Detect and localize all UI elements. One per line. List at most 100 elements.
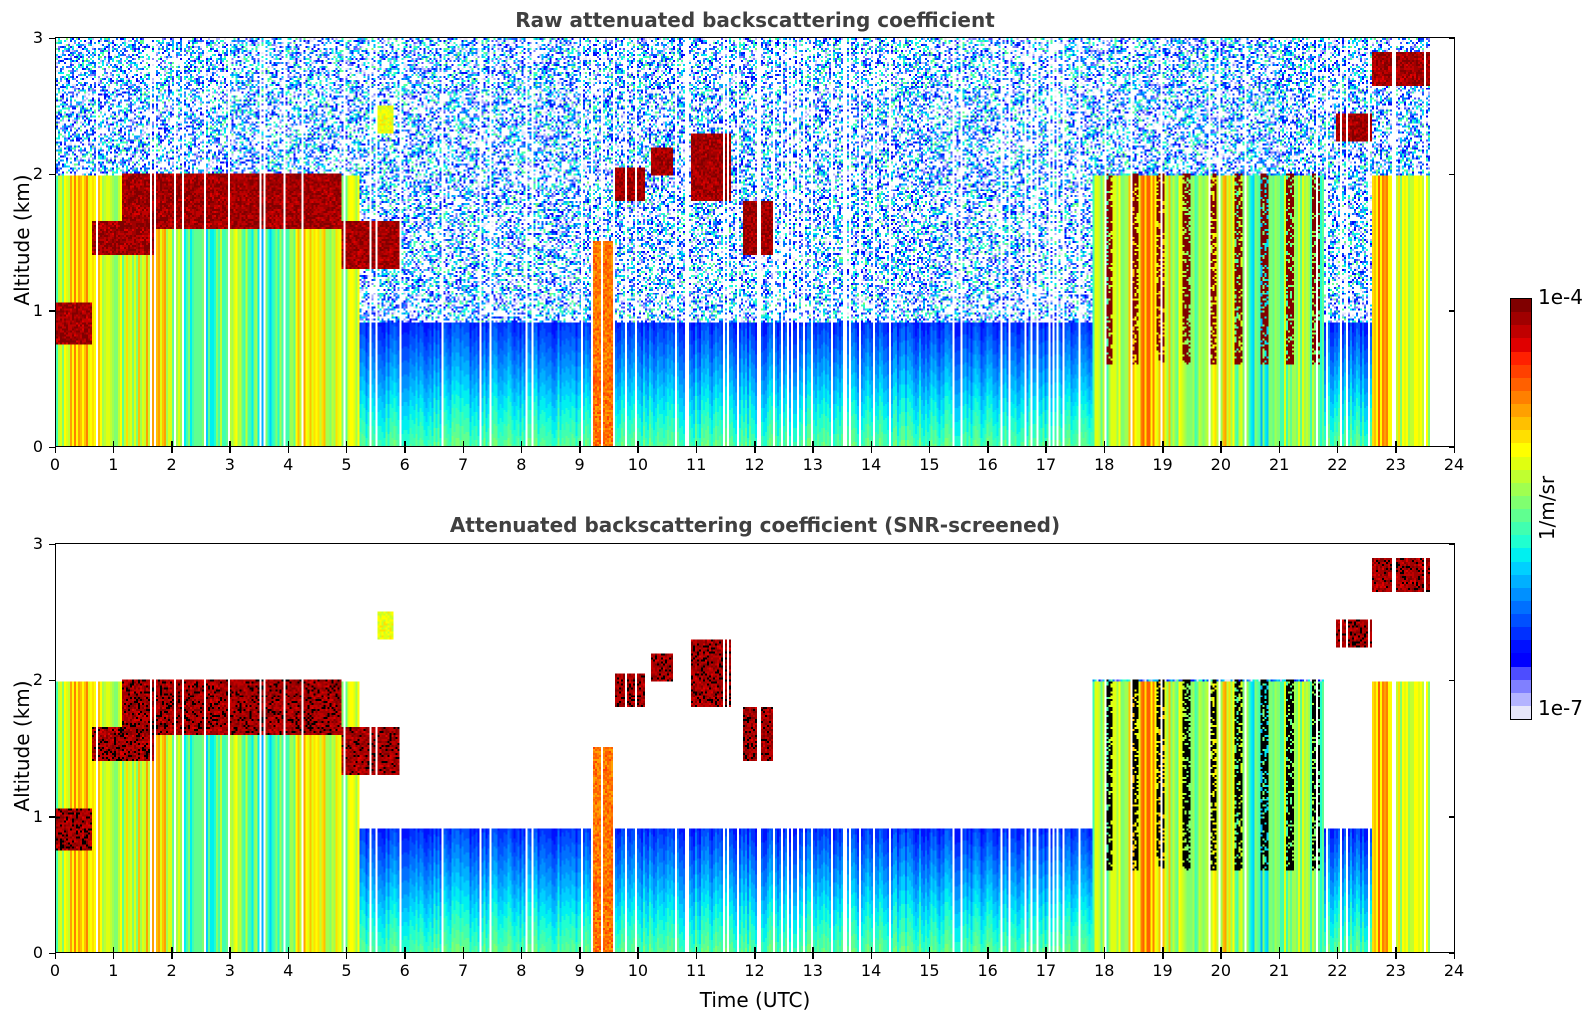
- bottom-panel-x-tick: [171, 953, 173, 959]
- colorbar-segment: [1511, 338, 1531, 352]
- bottom-panel-x-tick-inner: [1453, 947, 1455, 953]
- bottom-panel-x-tick-inner: [54, 947, 56, 953]
- bottom-panel-heatmap: [56, 544, 1454, 952]
- top-panel-x-tick-label: 8: [516, 455, 527, 474]
- bottom-panel-x-tick: [54, 953, 56, 959]
- top-panel-x-tick-inner: [1162, 441, 1164, 447]
- bottom-panel-x-tick: [1220, 953, 1222, 959]
- top-panel-x-tick-label: 0: [49, 455, 61, 474]
- bottom-panel-x-tick-inner: [928, 947, 931, 953]
- bottom-panel-x-tick-label: 1: [108, 961, 119, 980]
- top-panel-x-tick: [1395, 447, 1397, 453]
- top-panel-x-tick: [695, 447, 698, 453]
- bottom-panel-x-tick-label: 14: [860, 961, 882, 980]
- bottom-panel-y-tick-label: 3: [32, 534, 43, 553]
- colorbar-segment: [1511, 377, 1531, 391]
- top-panel-x-tick: [870, 447, 873, 453]
- top-panel-x-tick: [1220, 447, 1222, 453]
- bottom-panel-x-tick-label: 21: [1268, 961, 1290, 980]
- top-panel-x-tick-label: 7: [457, 455, 469, 474]
- top-panel-x-tick: [345, 447, 348, 453]
- bottom-panel-x-tick: [1278, 953, 1281, 959]
- bottom-panel-x-tick-label: 11: [686, 961, 707, 980]
- bottom-panel-x-tick: [1453, 953, 1455, 959]
- top-panel-x-tick-label: 9: [574, 455, 585, 474]
- colorbar-segment: [1511, 548, 1531, 562]
- bottom-panel-x-tick-inner: [1395, 947, 1397, 953]
- bottom-panel-x-tick-inner: [870, 947, 873, 953]
- top-panel-x-tick: [1278, 447, 1281, 453]
- bottom-panel-y-tick-label: 2: [32, 670, 43, 690]
- top-panel-x-tick-label: 22: [1327, 455, 1348, 474]
- colorbar-segment: [1511, 614, 1531, 628]
- bottom-panel-x-tick: [1395, 953, 1397, 959]
- colorbar: [1510, 298, 1532, 720]
- bottom-panel-y-tick-label: 1: [32, 806, 43, 826]
- top-panel-x-tick-label: 17: [1035, 455, 1057, 474]
- top-panel-x-tick: [1103, 447, 1106, 453]
- bottom-panel-y-tick-right: [1449, 543, 1455, 545]
- colorbar-segment: [1511, 404, 1531, 418]
- bottom-panel-x-tick-inner: [462, 947, 465, 953]
- bottom-panel-x-tick-inner: [1278, 947, 1281, 953]
- bottom-panel-x-tick: [229, 953, 231, 959]
- top-panel-x-tick: [112, 447, 115, 453]
- bottom-panel-x-tick-label: 0: [49, 961, 61, 980]
- top-panel-x-tick-label: 14: [860, 455, 882, 474]
- top-panel-x-tick: [812, 447, 814, 453]
- top-panel-x-tick-inner: [1278, 441, 1281, 447]
- bottom-panel-x-tick-label: 22: [1327, 961, 1348, 980]
- bottom-panel-x-tick-inner: [987, 947, 989, 953]
- top-panel-x-tick-label: 1: [108, 455, 119, 474]
- bottom-panel-x-tick-inner: [1220, 947, 1222, 953]
- top-panel-x-tick-label: 16: [977, 455, 998, 474]
- colorbar-segment: [1511, 679, 1531, 693]
- top-panel-x-tick-inner: [404, 441, 406, 447]
- bottom-panel-x-tick-inner: [520, 947, 523, 953]
- bottom-panel-y-tick-right: [1449, 679, 1455, 682]
- colorbar-segment: [1511, 390, 1531, 404]
- bottom-panel-x-tick-label: 4: [283, 961, 294, 980]
- top-panel-x-tick: [287, 447, 290, 453]
- top-panel-x-tick-inner: [1453, 441, 1455, 447]
- colorbar-segment: [1511, 312, 1531, 326]
- bottom-panel-x-tick-inner: [287, 947, 290, 953]
- bottom-panel-x-tick: [695, 953, 698, 959]
- top-panel-x-tick-inner: [171, 441, 173, 447]
- bottom-panel-y-tick-label: 0: [32, 943, 43, 962]
- top-panel-x-tick-inner: [870, 441, 873, 447]
- top-panel-x-tick-inner: [812, 441, 814, 447]
- top-panel-x-tick-inner: [520, 441, 523, 447]
- bottom-panel-x-tick-inner: [345, 947, 348, 953]
- colorbar-segment: [1511, 653, 1531, 667]
- colorbar-max-label: 1e-4: [1538, 285, 1583, 309]
- colorbar-segment: [1511, 469, 1531, 483]
- top-panel-x-tick: [171, 447, 173, 453]
- top-panel-x-tick: [404, 447, 406, 453]
- bottom-panel-x-tick-inner: [404, 947, 406, 953]
- top-panel-y-tick-label: 1: [32, 300, 43, 320]
- colorbar-segment: [1511, 561, 1531, 575]
- bottom-panel-x-tick: [987, 953, 989, 959]
- top-panel-x-tick-label: 2: [166, 455, 177, 474]
- top-panel-x-tick: [1045, 447, 1047, 453]
- colorbar-units-label: 1/m/sr: [1535, 475, 1559, 541]
- top-panel-x-tick-label: 4: [283, 455, 294, 474]
- top-panel-x-tick-label: 24: [1443, 455, 1465, 474]
- top-panel-x-tick-inner: [695, 441, 698, 447]
- top-panel-x-tick-inner: [1395, 441, 1397, 447]
- bottom-panel-x-tick-label: 17: [1035, 961, 1057, 980]
- colorbar-segment: [1511, 456, 1531, 470]
- bottom-panel-x-tick-label: 23: [1385, 961, 1406, 980]
- top-panel-x-tick-label: 18: [1094, 455, 1115, 474]
- top-panel-x-tick-label: 21: [1268, 455, 1290, 474]
- bottom-panel-x-tick-label: 7: [457, 961, 469, 980]
- bottom-panel-x-tick-inner: [812, 947, 814, 953]
- top-panel-x-tick-label: 11: [686, 455, 707, 474]
- bottom-panel-y-tick-right: [1449, 816, 1455, 818]
- top-panel-y-tick-label: 2: [32, 164, 43, 184]
- top-panel-x-tick-inner: [987, 441, 989, 447]
- bottom-panel-x-tick-inner: [1162, 947, 1164, 953]
- top-panel-x-tick-inner: [1045, 441, 1047, 447]
- bottom-panel-title: Attenuated backscattering coefficient (S…: [449, 513, 1061, 537]
